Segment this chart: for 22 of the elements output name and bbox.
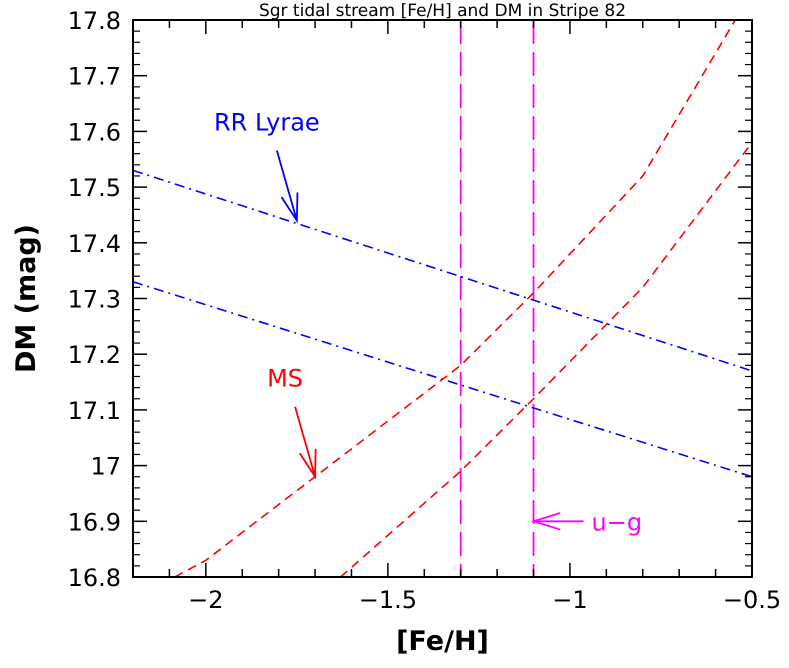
x-tick-label: −0.5 [722, 586, 782, 614]
y-tick-label: 17 [90, 452, 121, 481]
y-tick-label: 17.1 [68, 396, 121, 425]
x-tick-label: −2 [188, 586, 224, 614]
x-axis-title: [Fe/H] [396, 626, 489, 657]
x-tick-label: −1.5 [358, 586, 418, 614]
y-tick-label: 17.6 [68, 118, 121, 146]
y-axis-title: DM (mag) [11, 224, 42, 374]
annotation: MS [267, 364, 304, 393]
line-series [174, 20, 736, 577]
x-tick-label: −1 [552, 586, 588, 614]
y-tick-label: 17.7 [68, 62, 121, 91]
chart-title: Sgr tidal stream [Fe/H] and DM in Stripe 82 [258, 1, 626, 21]
y-tick-label: 17.4 [68, 230, 121, 258]
y-tick-label: 17.5 [68, 174, 121, 202]
y-tick-label: 16.8 [68, 564, 121, 592]
y-tick-label: 17.2 [68, 341, 121, 370]
annotation: RR Lyrae [214, 108, 320, 137]
y-tick-label: 16.9 [68, 508, 121, 536]
annotation: u−g [592, 508, 642, 536]
y-tick-label: 17.8 [68, 7, 121, 35]
y-tick-label: 17.3 [68, 286, 121, 314]
